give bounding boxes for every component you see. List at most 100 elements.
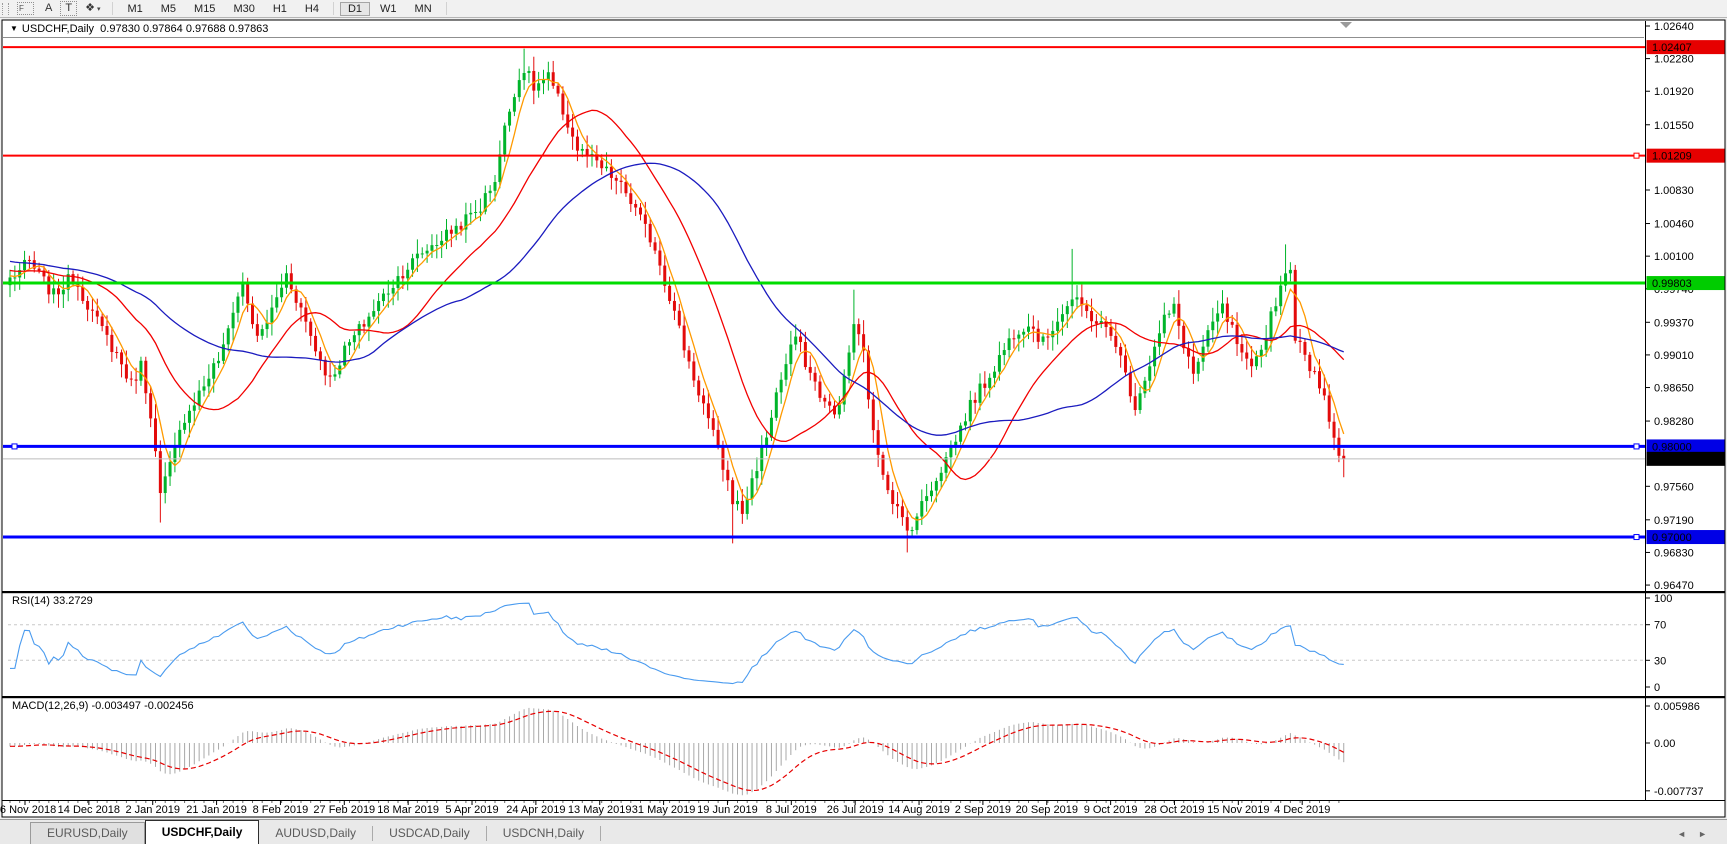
macd-axis-label: 0.005986 <box>1654 701 1700 713</box>
object-buttons: A T ❖ ▾ <box>38 1 107 17</box>
timeframe-button-w1[interactable]: W1 <box>380 2 397 15</box>
price-badge-label: 1.02407 <box>1652 42 1692 54</box>
rsi-axis-label: 70 <box>1654 620 1666 632</box>
date-label: 18 Mar 2019 <box>377 804 439 816</box>
tab-scroll-right-icon[interactable]: ► <box>1698 829 1719 839</box>
macd-indicator-label: MACD(12,26,9) -0.003497 -0.002456 <box>12 700 194 712</box>
ohlc-open: 0.97830 <box>100 23 140 35</box>
date-label: 31 May 2019 <box>632 804 696 816</box>
timeframe-button-m1[interactable]: M1 <box>127 2 143 15</box>
price-badge <box>1646 439 1725 454</box>
moving-average-45 <box>9 162 1344 436</box>
date-label: 28 Oct 2019 <box>1145 804 1205 816</box>
macd-axis-label: 0.00 <box>1654 738 1675 750</box>
price-tick-label: 0.97560 <box>1654 481 1694 493</box>
price-tick-label: 1.00830 <box>1654 185 1694 197</box>
timeframe-button-m5[interactable]: M5 <box>160 2 177 15</box>
price-badge <box>1646 40 1725 55</box>
tab-scroll-buttons: ◄► <box>1677 829 1719 839</box>
date-label: 19 Jun 2019 <box>697 804 758 816</box>
price-tick-label: 1.02640 <box>1654 21 1694 33</box>
date-label: 5 Apr 2019 <box>445 804 498 816</box>
rsi-axis-label: 30 <box>1654 655 1666 667</box>
rsi-value: 33.2729 <box>52 595 93 607</box>
timeframe-button-m15[interactable]: M15 <box>194 2 216 15</box>
draw-tool-icon[interactable]: ❖ ▾ <box>85 1 101 14</box>
chart-tabs: EURUSD,Daily USDCHF,Daily AUDUSD,Daily USDC… <box>30 820 602 844</box>
rsi-line <box>9 602 1344 685</box>
price-plot <box>8 48 1346 553</box>
timeframe-button-m30[interactable]: M30 <box>233 2 255 15</box>
price-badge <box>1646 276 1725 291</box>
date-label: 2 Sep 2019 <box>955 804 1011 816</box>
macd-signal-line <box>10 710 1345 792</box>
date-label: 27 Feb 2019 <box>313 804 375 816</box>
toolbar-separator <box>112 2 114 15</box>
price-tick-label: 0.98280 <box>1654 416 1694 428</box>
price-tick-label: 1.01550 <box>1654 120 1694 132</box>
price-tick-label: 0.96830 <box>1654 547 1694 559</box>
price-badge <box>1646 530 1725 545</box>
timeframe-button-h4[interactable]: H4 <box>304 2 319 15</box>
rsi-axis-label: 0 <box>1654 682 1660 694</box>
chart-window-icon-label: F <box>19 4 24 13</box>
price-badge <box>1646 451 1725 466</box>
date-label: 14 Aug 2019 <box>888 804 950 816</box>
date-label: 21 Jan 2019 <box>186 804 247 816</box>
chart-window-icon[interactable]: F <box>17 2 34 15</box>
price-tick-label: 0.99370 <box>1654 317 1694 329</box>
price-badge-label: 1.01209 <box>1652 151 1692 163</box>
chart-tab-audusd[interactable]: AUDUSD,Daily <box>259 826 374 841</box>
ohlc-low: 0.97688 <box>185 23 226 35</box>
cursor-tool-icon[interactable]: A <box>45 2 53 14</box>
price-axis[interactable]: 1.02640 1.02280 1.01920 1.01550 1.00830 1.004… <box>1645 21 1694 592</box>
date-label: 14 Dec 2018 <box>58 804 120 816</box>
tab-scroll-left-icon[interactable]: ◄ <box>1677 829 1699 839</box>
timeframe-button-d1[interactable]: D1 <box>339 1 371 16</box>
rsi-name: RSI(14) <box>12 595 50 607</box>
chevron-down-icon[interactable]: ▾ <box>96 5 101 13</box>
moving-average-20 <box>9 109 1345 481</box>
chart-title: ▼ USDCHF,Daily 0.97830 0.97864 0.97688 0.… <box>10 23 268 35</box>
ohlc-close: 0.97863 <box>228 23 269 35</box>
chart-tab-usdchf[interactable]: USDCHF,Daily <box>144 820 260 844</box>
date-label: 4 Dec 2019 <box>1274 804 1330 816</box>
toolbar-drag-handle-icon[interactable] <box>2 2 9 15</box>
date-label: 9 Oct 2019 <box>1084 804 1138 816</box>
price-badge <box>1646 148 1725 163</box>
date-label: 24 Apr 2019 <box>506 804 565 816</box>
moving-average-5 <box>9 78 1345 521</box>
date-label: 13 May 2019 <box>568 804 632 816</box>
collapse-chart-icon[interactable]: ▼ <box>10 24 18 33</box>
date-label: 26 Jul 2019 <box>827 804 884 816</box>
timeframe-buttons: M1 M5 M15 M30 H1 H4 D1 W1 MN <box>118 1 440 16</box>
toolbar-separator <box>445 2 447 15</box>
price-tick-label: 1.02280 <box>1654 54 1694 66</box>
chart-tab-usdcad[interactable]: USDCAD,Daily <box>373 826 487 841</box>
price-tick-label: 1.00460 <box>1654 219 1694 231</box>
macd-axis-label: -0.007737 <box>1654 786 1704 798</box>
chart-tab-bar: EURUSD,Daily USDCHF,Daily AUDUSD,Daily USDC… <box>0 819 1727 844</box>
price-tick-label: 0.97190 <box>1654 515 1694 527</box>
text-tool-icon[interactable]: T <box>60 1 78 16</box>
timeframe-button-mn[interactable]: MN <box>414 2 432 15</box>
timeframe-button-h1[interactable]: H1 <box>272 2 287 15</box>
date-label: 26 Nov 2018 <box>0 804 56 816</box>
rsi-indicator-label: RSI(14) 33.2729 <box>12 595 93 607</box>
chart-shift-marker-icon[interactable] <box>1340 22 1352 28</box>
price-tick-label: 0.99010 <box>1654 350 1694 362</box>
chart-tab-eurusd[interactable]: EURUSD,Daily <box>30 822 145 844</box>
price-tick-label: 0.98650 <box>1654 383 1694 395</box>
rsi-axis-label: 100 <box>1654 593 1672 605</box>
price-tick-label: 1.00100 <box>1654 251 1694 263</box>
chart-tab-usdcnh[interactable]: USDCNH,Daily <box>487 826 602 841</box>
top-toolbar: F A T ❖ ▾ M1 M5 M15 M30 H1 H4 D1 W1 MN <box>0 0 1727 18</box>
chart-window-frame <box>1 19 1726 818</box>
macd-values: -0.003497 -0.002456 <box>91 700 194 712</box>
macd-name: MACD(12,26,9) <box>12 700 89 712</box>
date-axis[interactable]: 26 Nov 2018 14 Dec 2018 2 Jan 2019 21 Jan 2… <box>0 801 1340 816</box>
price-tick-label: 0.96470 <box>1654 580 1694 592</box>
chart-symbol-label: USDCHF,Daily <box>21 23 95 35</box>
